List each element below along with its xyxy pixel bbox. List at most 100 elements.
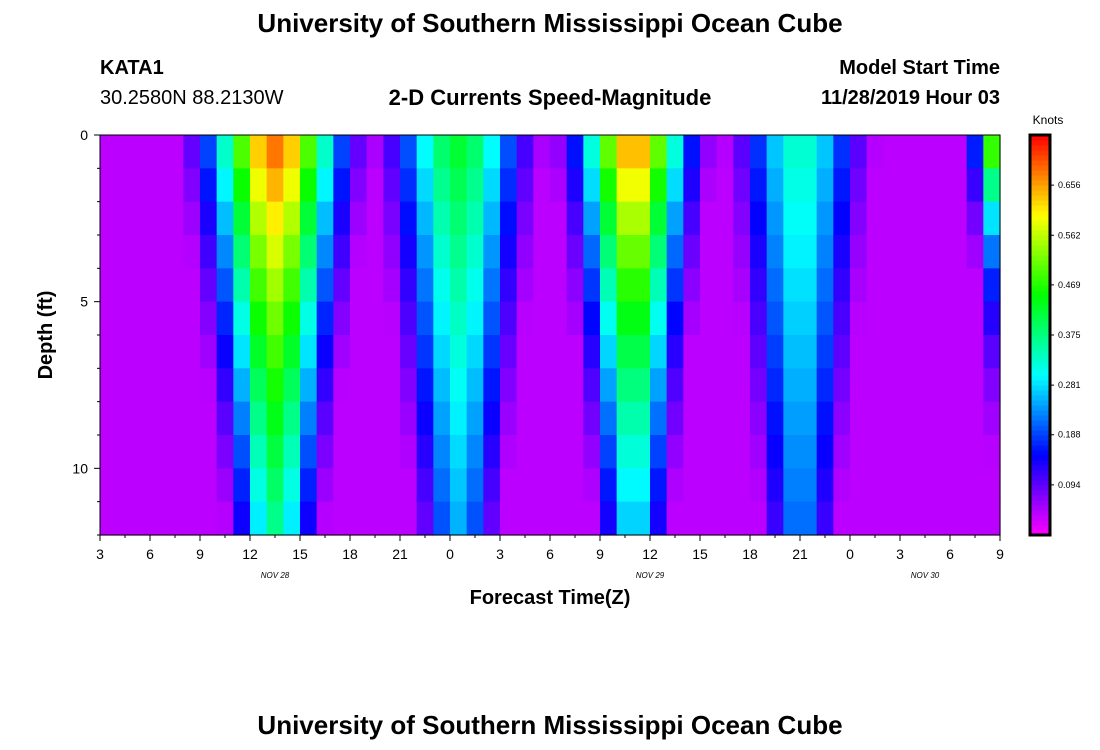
heatmap-cell — [616, 201, 634, 236]
heatmap-cell — [650, 268, 668, 303]
heatmap-cell — [366, 268, 384, 303]
heatmap-cell — [750, 235, 768, 269]
heatmap-cell — [800, 301, 818, 336]
x-tick-label: 18 — [742, 546, 758, 562]
heatmap-cell — [650, 201, 668, 236]
heatmap-cell — [516, 201, 534, 236]
heatmap-cell — [750, 501, 768, 536]
heatmap-cell — [683, 368, 701, 403]
heatmap-cell — [616, 335, 634, 369]
heatmap-cell — [250, 335, 268, 369]
heatmap-cell — [250, 301, 268, 336]
heatmap-cell — [933, 401, 951, 436]
colorbar-swatch — [1030, 465, 1050, 471]
heatmap-cells — [100, 135, 1001, 536]
x-tick-label: 6 — [946, 546, 954, 562]
heatmap-cell — [316, 235, 334, 269]
colorbar-swatch — [1030, 210, 1050, 216]
colorbar-swatch — [1030, 220, 1050, 226]
heatmap-cell — [416, 135, 434, 169]
heatmap-cell — [750, 268, 768, 303]
heatmap-cell — [850, 235, 868, 269]
heatmap-cell — [483, 468, 501, 503]
heatmap-cell — [433, 235, 451, 269]
heatmap-cell — [233, 235, 251, 269]
heatmap-cell — [100, 468, 118, 503]
heatmap-cell — [266, 268, 284, 303]
colorbar-tick-label: 0.656 — [1058, 180, 1081, 190]
heatmap-cell — [233, 501, 251, 536]
heatmap-cell — [916, 335, 934, 369]
heatmap-cell — [266, 335, 284, 369]
heatmap-cell — [383, 235, 401, 269]
heatmap-cell — [433, 435, 451, 469]
heatmap-cell — [200, 301, 218, 336]
x-tick-label: 15 — [692, 546, 708, 562]
heatmap-cell — [350, 435, 368, 469]
colorbar-swatch — [1030, 160, 1050, 166]
heatmap-cell — [983, 235, 1001, 269]
heatmap-cell — [816, 168, 834, 203]
heatmap-cell — [616, 368, 634, 403]
colorbar-swatch — [1030, 450, 1050, 456]
heatmap-cell — [650, 168, 668, 203]
heatmap-cell — [466, 501, 484, 536]
colorbar-swatch — [1030, 410, 1050, 416]
heatmap-cell — [333, 435, 351, 469]
heatmap-cell — [883, 268, 901, 303]
colorbar-tick-label: 0.281 — [1058, 380, 1081, 390]
heatmap-cell — [150, 301, 168, 336]
heatmap-cell — [933, 201, 951, 236]
heatmap-cell — [800, 401, 818, 436]
heatmap-cell — [516, 501, 534, 536]
heatmap-cell — [300, 468, 318, 503]
colorbar-swatch — [1030, 470, 1050, 476]
heatmap-cell — [650, 135, 668, 169]
date-label: NOV 30 — [911, 571, 940, 580]
heatmap-cell — [716, 135, 734, 169]
colorbar-swatch — [1030, 280, 1050, 286]
heatmap-cell — [333, 335, 351, 369]
x-tick-label: 3 — [496, 546, 504, 562]
heatmap-cell — [483, 168, 501, 203]
heatmap-cell — [666, 435, 684, 469]
heatmap-cell — [766, 335, 784, 369]
heatmap-cell — [783, 301, 801, 336]
heatmap-cell — [300, 435, 318, 469]
heatmap-cell — [116, 468, 134, 503]
heatmap-cell — [333, 301, 351, 336]
heatmap-cell — [166, 268, 184, 303]
heatmap-cell — [483, 201, 501, 236]
heatmap-cell — [283, 268, 301, 303]
heatmap-cell — [183, 268, 201, 303]
heatmap-cell — [250, 168, 268, 203]
heatmap-cell — [416, 301, 434, 336]
heatmap-cell — [433, 301, 451, 336]
colorbar-swatch — [1030, 180, 1050, 186]
heatmap-cell — [600, 201, 618, 236]
heatmap-cell — [283, 501, 301, 536]
heatmap-cell — [633, 335, 651, 369]
heatmap-cell — [950, 368, 968, 403]
heatmap-cell — [500, 401, 518, 436]
heatmap-cell — [983, 135, 1001, 169]
heatmap-cell — [816, 435, 834, 469]
heatmap-cell — [433, 401, 451, 436]
colorbar-unit-label: Knots — [1033, 113, 1064, 127]
heatmap-cell — [883, 301, 901, 336]
heatmap-cell — [350, 335, 368, 369]
heatmap-cell — [700, 435, 718, 469]
heatmap-cell — [500, 335, 518, 369]
heatmap-cell — [650, 335, 668, 369]
heatmap-cell — [783, 368, 801, 403]
colorbar-swatch — [1030, 195, 1050, 201]
heatmap-cell — [733, 201, 751, 236]
heatmap-cell — [200, 201, 218, 236]
heatmap-cell — [533, 368, 551, 403]
page-title-top: University of Southern Mississippi Ocean… — [257, 8, 843, 38]
heatmap-cell — [300, 501, 318, 536]
heatmap-cell — [183, 335, 201, 369]
heatmap-cell — [550, 368, 568, 403]
heatmap-cell — [483, 235, 501, 269]
heatmap-cell — [600, 401, 618, 436]
